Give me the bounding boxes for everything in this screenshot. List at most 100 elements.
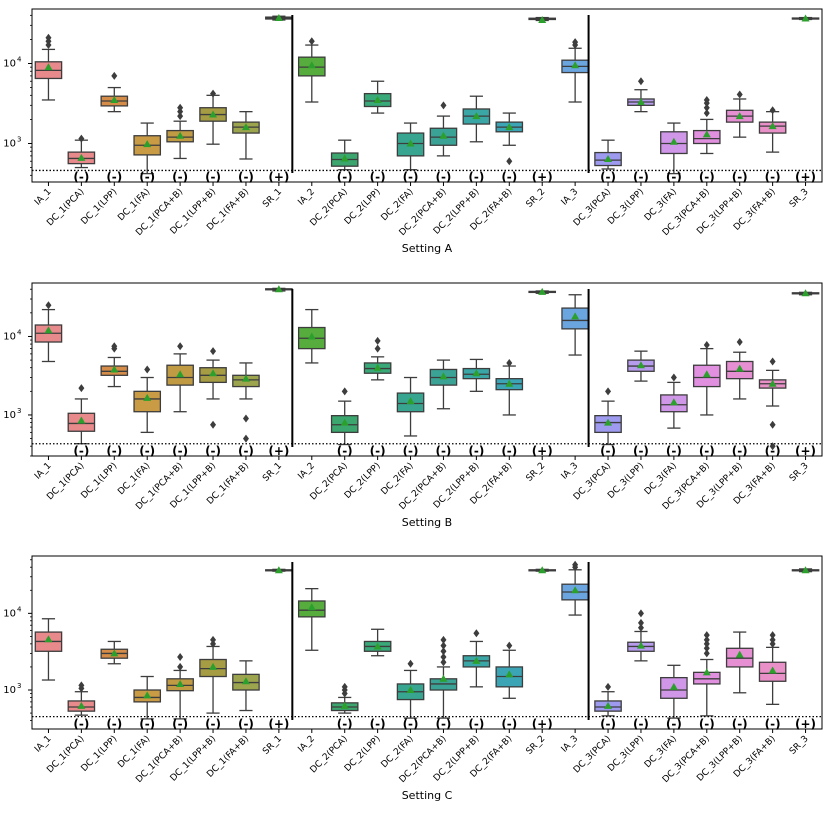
outlier-point [440,101,447,110]
box-DC_2(PCA) [330,139,359,171]
box-DC_3(LPP+B) [725,338,754,400]
significance-marker: (-) [238,717,254,731]
significance-marker: (-) [501,717,517,731]
box-SR_3 [791,566,820,574]
mean-marker [176,131,185,139]
chart-panel-2: (-) (-) (-) (-) (-) (-) (+) (-) (-) (-) (-) (-) (-) (… [3,282,823,529]
box-DC_1(PCA+B) [166,652,194,720]
box-DC_1(LPP) [100,71,129,113]
mean-marker [373,642,382,650]
box-DC_2(FA) [396,376,425,437]
outlier-point [210,420,217,429]
mean-marker [373,95,382,103]
mean-marker [110,649,119,657]
mean-marker [505,379,514,387]
outlier-point [605,682,612,691]
outlier-point [769,106,776,115]
outlier-point [45,301,52,310]
x-axis-label: Setting B [402,516,452,529]
outlier-point [637,618,644,627]
mean-marker [176,679,185,687]
x-tick-label: DC_2(LPP) [343,187,383,227]
significance-marker: (-) [765,444,781,458]
mean-marker [406,397,415,405]
outlier-point [703,631,710,640]
outlier-point [769,420,776,429]
mean-marker [538,15,547,23]
outlier-point [637,77,644,86]
mean-marker [735,650,744,658]
y-tick-exponent: 4 [17,605,22,613]
box-DC_3(LPP+B) [725,90,754,138]
mean-marker [439,674,448,682]
outlier-point [703,109,710,118]
significance-marker: (-) [435,170,451,184]
x-tick-label: IA_3 [560,734,581,755]
box-iqr [133,390,162,413]
box-SR_1 [265,285,293,293]
significance-marker: (-) [172,717,188,731]
box-DC_1(PCA) [67,134,96,169]
outlier-point [177,652,184,661]
outlier-point [440,647,447,656]
outlier-point [506,157,513,166]
mean-marker [77,701,86,709]
outlier-point [769,631,776,640]
box-DC_1(FA+B) [232,660,260,712]
significance-marker: (+) [795,444,816,458]
box-DC_2(FA+B) [495,358,524,416]
outlier-point [572,560,579,569]
significance-marker: (-) [205,717,221,731]
box-SR_2 [528,566,557,574]
box-DC_3(FA) [660,664,688,719]
mean-marker [209,110,218,118]
x-tick-label: SR_1 [261,461,284,484]
box-DC_1(PCA+B) [166,103,194,160]
outlier-point [308,37,315,46]
mean-marker [604,418,613,426]
mean-marker [669,682,678,690]
mean-marker [571,61,580,69]
x-tick-label: SR_2 [525,187,548,210]
outlier-point [736,338,743,347]
mean-marker [274,285,283,293]
outlier-point [506,358,513,367]
box-DC_2(LPP+B) [462,358,491,392]
mean-marker [241,374,250,382]
outlier-point [78,384,85,393]
significance-marker: (+) [795,717,816,731]
mean-marker [110,95,119,103]
mean-marker [176,370,185,378]
significance-marker: (-) [337,717,353,731]
significance-marker: (-) [139,170,155,184]
outlier-point [769,635,776,644]
box-DC_1(PCA) [67,384,96,445]
y-tick-label: 10 [3,138,16,149]
outlier-point [210,635,217,644]
significance-marker: (-) [370,170,386,184]
outlier-point [78,134,85,143]
significance-marker: (-) [172,170,188,184]
significance-marker: (+) [268,170,289,184]
outlier-point [374,344,381,353]
box-DC_1(FA+B) [232,362,260,443]
mean-marker [571,312,580,320]
significance-marker: (-) [403,170,419,184]
outlier-point [637,623,644,632]
mean-marker [307,603,316,611]
mean-marker [340,154,349,162]
plot-frame [31,8,823,183]
mean-marker [77,416,86,424]
x-tick-label: SR_3 [788,187,811,210]
y-tick-exponent: 3 [17,682,21,690]
outlier-point [440,658,447,667]
box-DC_3(FA) [660,122,688,175]
plot-frame [31,282,823,457]
outlier-point [703,635,710,644]
mean-marker [44,326,53,334]
outlier-point [341,682,348,691]
x-tick-label: IA_2 [296,461,317,482]
outlier-point [703,103,710,112]
box-DC_3(FA+B) [758,106,787,153]
mean-marker [340,418,349,426]
